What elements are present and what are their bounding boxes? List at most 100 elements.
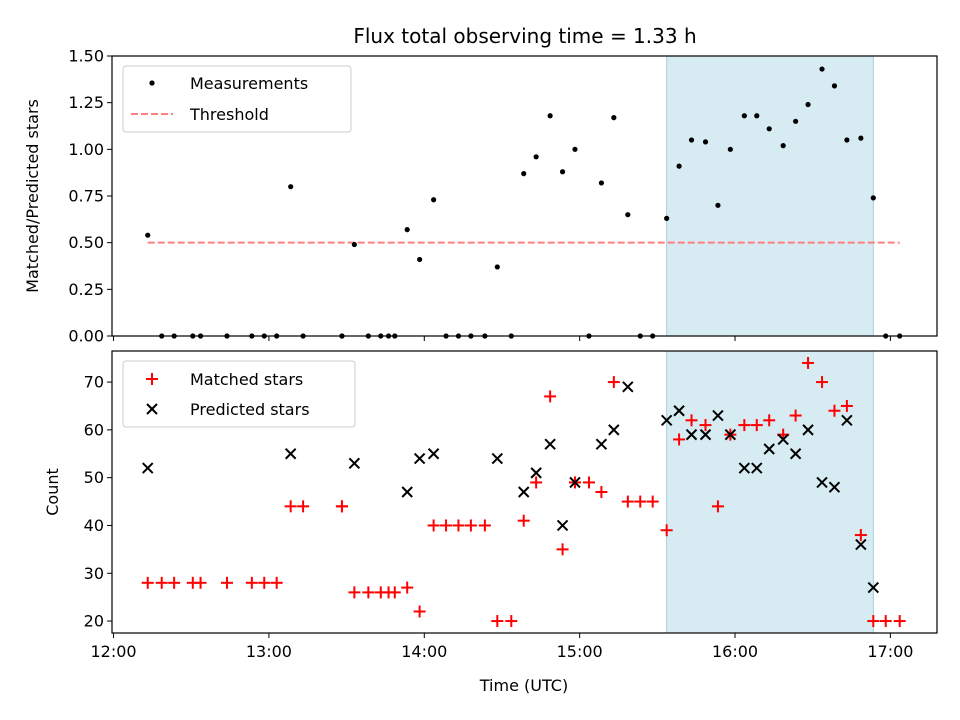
predicted-star-point <box>777 433 789 446</box>
predicted-star-point <box>413 452 426 465</box>
matched-star-point <box>789 409 802 422</box>
matched-star-point <box>544 390 557 403</box>
matched-star-point <box>828 404 841 417</box>
bottom-shaded-region <box>666 350 874 634</box>
predicted-x-b <box>622 381 634 393</box>
predicted-x-b <box>789 448 802 460</box>
matched-star-point <box>440 519 453 532</box>
matched-star-point <box>413 605 426 618</box>
predicted-x-b <box>595 438 608 450</box>
predicted-star-point <box>867 581 880 594</box>
legend-matched-marker <box>146 373 158 385</box>
predicted-stars-series <box>142 381 880 594</box>
matched-star-point <box>517 514 530 527</box>
predicted-star-point <box>685 428 698 441</box>
matched-star-point <box>464 519 477 532</box>
matched-star-point <box>297 500 310 513</box>
predicted-x-b <box>841 414 853 427</box>
matched-star-point <box>168 576 181 589</box>
matched-star-point <box>763 414 776 427</box>
matched-star-point <box>155 576 168 589</box>
y-tick-label: 40 <box>84 516 104 535</box>
predicted-star-point <box>828 481 841 493</box>
matched-star-point <box>427 519 440 532</box>
x-tick-label: 13:00 <box>246 642 292 661</box>
y-tick-label: 20 <box>84 612 104 631</box>
x-tick-label: 15:00 <box>557 642 603 661</box>
matched-star-point <box>220 576 233 589</box>
predicted-x-b <box>867 581 880 594</box>
matched-star-point <box>362 586 375 599</box>
legend-predicted-label: Predicted stars <box>190 400 310 419</box>
measurement-point <box>417 256 423 263</box>
measurement-point <box>844 137 850 143</box>
y-tick-label: 0.50 <box>68 233 104 252</box>
matched-star-point <box>348 586 361 599</box>
measurement-point <box>688 137 695 143</box>
predicted-x-b <box>284 448 297 460</box>
predicted-x-b <box>142 462 154 474</box>
matched-star-point <box>478 519 491 532</box>
x-tick-label: 12:00 <box>90 642 136 661</box>
matched-star-point <box>245 576 258 589</box>
shaded-observing-window <box>666 350 874 634</box>
matched-star-point <box>595 486 608 498</box>
predicted-x-b <box>518 486 530 498</box>
matched-star-point <box>335 500 348 513</box>
matched-star-point <box>867 615 880 628</box>
measurement-point <box>754 113 760 119</box>
shaded-observing-window <box>666 55 874 337</box>
y-tick-label: 70 <box>84 373 104 392</box>
predicted-star-point <box>699 428 712 441</box>
top-panel: Flux total observing time = 1.33 h 0.00 0… <box>23 24 938 346</box>
matched-star-point <box>270 576 283 589</box>
predicted-star-point <box>569 476 581 489</box>
predicted-star-point <box>738 462 751 474</box>
measurement-point <box>702 139 709 145</box>
matched-star-point <box>673 433 686 446</box>
predicted-star-point <box>724 428 737 441</box>
matched-star-point <box>750 419 763 432</box>
matched-star-point <box>388 586 401 599</box>
predicted-star-point <box>622 381 634 393</box>
matched-star-point <box>738 419 751 432</box>
y-tick-label: 60 <box>84 420 104 439</box>
predicted-star-point <box>518 486 530 498</box>
predicted-star-point <box>348 457 361 470</box>
x-tick-label: 16:00 <box>712 642 758 661</box>
predicted-star-point <box>763 443 775 455</box>
matched-star-point <box>711 500 724 513</box>
measurement-point <box>766 126 772 132</box>
matched-star-point <box>685 414 698 427</box>
legend-predicted-marker <box>146 403 158 415</box>
chart-title: Flux total observing time = 1.33 h <box>353 24 696 48</box>
measurement-point <box>288 184 294 190</box>
predicted-star-point <box>802 424 814 436</box>
predicted-x-b <box>401 486 413 498</box>
predicted-star-point <box>556 519 569 532</box>
matched-star-point <box>840 399 853 412</box>
matched-stars-series <box>141 356 906 628</box>
measurement-point <box>793 118 799 124</box>
predicted-x-b <box>556 519 569 532</box>
matched-star-point <box>621 495 634 508</box>
measurement-point <box>598 180 605 186</box>
matched-star-point <box>258 576 271 589</box>
predicted-x-b <box>348 457 361 470</box>
x-tick-label: 14:00 <box>401 642 447 661</box>
legend-measurements-marker <box>149 80 155 86</box>
measurement-point <box>780 143 786 149</box>
matched-star-point <box>802 356 815 369</box>
measurement-point <box>870 195 876 201</box>
predicted-star-point <box>142 462 154 474</box>
predicted-star-point <box>530 467 542 479</box>
predicted-star-point <box>855 538 867 551</box>
predicted-x-b <box>427 448 440 460</box>
predicted-star-point <box>544 438 556 450</box>
measurement-point <box>611 115 617 121</box>
top-legend: Measurements Threshold <box>122 65 352 133</box>
measurement-point <box>741 113 747 119</box>
y-tick-label: 0.00 <box>68 327 104 346</box>
predicted-x-b <box>699 428 712 441</box>
